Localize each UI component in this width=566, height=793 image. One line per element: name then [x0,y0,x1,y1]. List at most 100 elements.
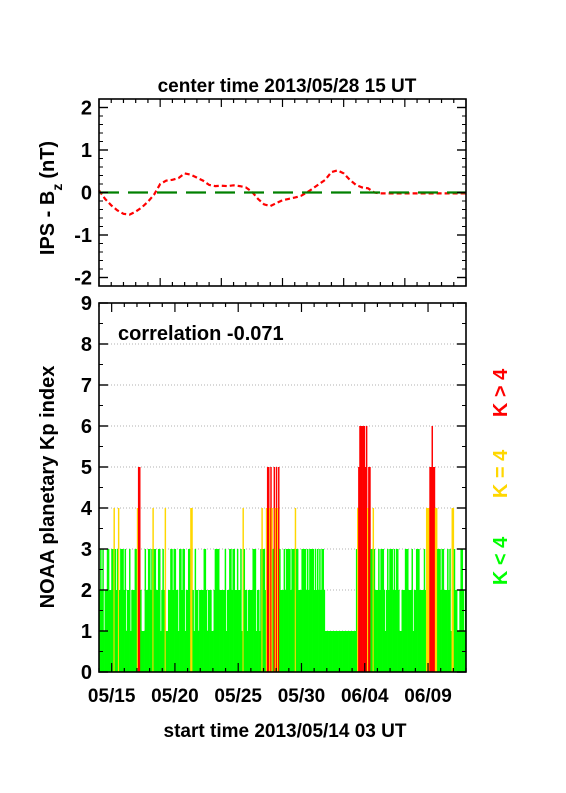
kp-bar [331,631,333,672]
bottom-y-tick-label: 8 [81,334,92,356]
kp-bar [448,590,450,672]
kp-bar [221,590,223,672]
kp-bar [270,467,272,672]
kp-bar [272,549,274,672]
kp-bar [387,549,389,672]
kp-bar [210,590,212,672]
kp-bar [190,508,192,672]
kp-bar [420,590,422,672]
kp-bar [422,590,425,672]
kp-bar [283,549,286,672]
kp-bar [338,631,340,672]
kp-bar [170,549,172,672]
bottom-y-tick-label: 7 [81,375,92,397]
kp-bar [427,508,429,672]
kp-bar [147,549,150,672]
kp-bar [260,549,262,672]
kp-bar [196,590,199,672]
kp-bar [177,631,180,672]
kp-bar [220,590,222,672]
kp-bar [232,549,234,672]
bottom-x-tick-label: 05/25 [214,686,262,707]
kp-bar [205,590,208,672]
kp-bar [303,549,306,672]
kp-bar [449,549,451,672]
kp-bar [185,590,188,672]
bottom-y-tick-label: 4 [81,498,93,520]
bottom-y-tick-label: 3 [81,539,92,561]
kp-bar [200,590,202,672]
kp-bar [460,549,462,672]
kp-bar [384,631,387,672]
kp-bar [414,590,417,672]
kp-bar [276,508,279,672]
kp-bar [300,590,302,672]
bottom-y-tick-label: 5 [81,457,92,479]
kp-bar [352,631,355,672]
kp-bar [110,590,112,672]
kp-bar [134,549,137,672]
kp-bar [120,549,122,672]
kp-bar [434,508,437,672]
kp-bar [123,590,125,672]
kp-bar [401,590,403,672]
kp-bar [189,549,191,672]
bottom-x-tick-label: 05/30 [278,686,326,707]
bottom-chart-title: start time 2013/05/14 03 UT [164,721,407,742]
kp-bar [229,549,231,672]
kp-bar [243,549,246,672]
kp-bar [199,590,201,672]
kp-bar [126,590,129,672]
kp-bar [130,631,132,672]
bottom-x-tick-label: 06/04 [341,686,389,707]
kp-bar [184,631,187,672]
kp-bar [129,549,131,672]
kp-bar [373,549,376,672]
bottom-y-tick-label: 1 [81,621,92,643]
kp-bar [195,590,198,672]
kp-bar [291,549,293,672]
kp-bar [228,590,230,672]
kp-bar [133,590,135,672]
kp-bar [458,631,460,672]
kp-bar [226,590,229,672]
kp-bar [314,549,317,672]
kp-bar [179,549,181,672]
legend-item-k-eq-4: K = 4 [490,449,512,498]
kp-bar [455,590,458,672]
kp-bar [341,631,343,672]
kp-bar [379,590,381,672]
kp-bar [269,508,271,672]
kp-bar [163,590,165,672]
kp-bar [211,631,213,672]
kp-bar [443,590,446,672]
kp-bar [445,590,448,672]
kp-bar [172,590,174,672]
kp-bar [400,631,402,672]
kp-bar [187,549,190,672]
kp-bar [375,590,378,672]
kp-bar [382,549,385,672]
kp-bar [418,549,420,672]
kp-bar [351,631,353,672]
kp-bar [262,549,264,672]
kp-bar [209,590,211,672]
kp-bar [323,590,326,672]
kp-bar [261,508,263,672]
kp-bar [349,631,351,672]
kp-bar [132,590,134,672]
kp-bar [264,590,267,672]
legend-item-k-gt-4: K > 4 [490,368,512,417]
bottom-y-tick-label: 0 [81,662,92,684]
kp-bar [162,549,164,672]
kp-bar [398,590,400,672]
kp-bar [233,549,236,672]
kp-bar [326,631,329,672]
kp-bar [194,549,197,672]
kp-bar [417,549,419,672]
kp-bar [114,549,117,672]
kp-bar [186,590,189,672]
kp-legend: K > 4 K = 4 K < 4 [490,368,512,585]
kp-bar [457,631,459,672]
kp-bar [144,549,147,672]
